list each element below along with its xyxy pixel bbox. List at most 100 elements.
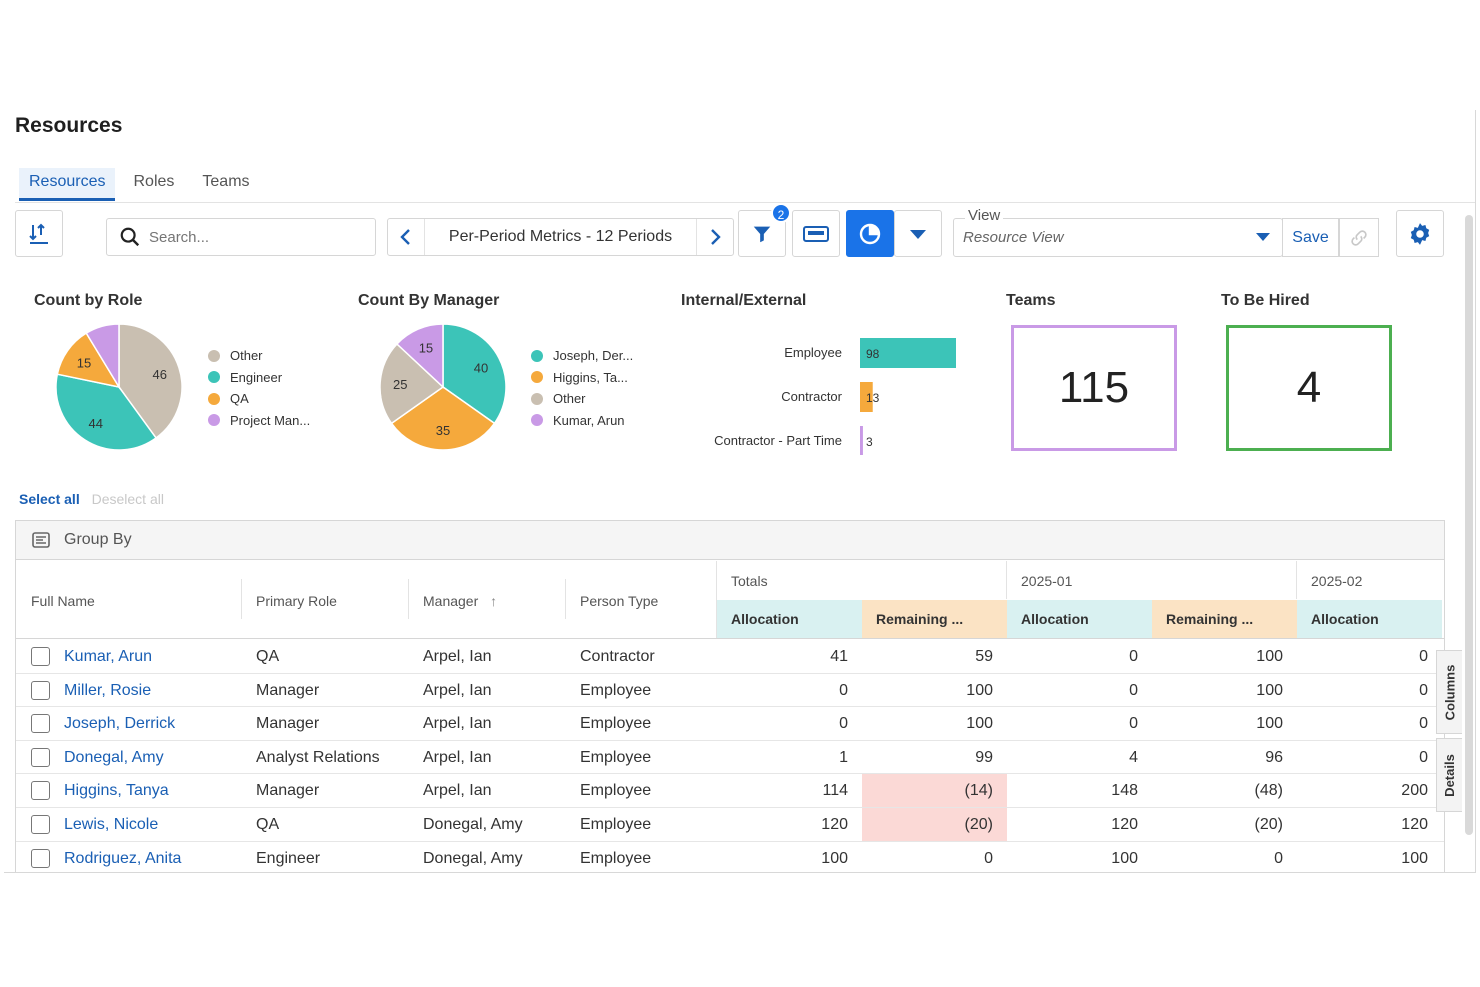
role-slice-label: 44 [89, 416, 103, 431]
remaining-cell: (48) [1254, 782, 1283, 800]
full-name-link[interactable]: Joseph, Derrick [64, 715, 176, 733]
full-name-link[interactable]: Higgins, Tanya [64, 782, 169, 800]
col-separator[interactable] [408, 579, 409, 619]
legend-label: QA [230, 391, 249, 407]
col-header-primary-role[interactable]: Primary Role [256, 593, 337, 609]
row-checkbox[interactable] [31, 647, 50, 666]
manager-slice[interactable] [390, 386, 496, 451]
row-checkbox[interactable] [31, 815, 50, 834]
table-row[interactable]: Donegal, Amy Analyst Relations Arpel, Ian E… [16, 741, 1444, 775]
bar-category-label: Contractor - Part Time [714, 433, 842, 448]
to-be-hired-kpi[interactable]: 4 [1226, 325, 1392, 451]
legend-item[interactable]: Joseph, Der... [531, 345, 633, 367]
bar-value-label: 98 [866, 347, 880, 361]
period-label[interactable]: Per-Period Metrics - 12 Periods [424, 219, 697, 255]
table-row[interactable]: Rodriguez, Anita Engineer Donegal, Amy Empl… [16, 842, 1444, 872]
teams-kpi[interactable]: 115 [1011, 325, 1177, 451]
manager-slice[interactable] [442, 323, 507, 425]
allocation-cell: 100 [1111, 849, 1138, 867]
primary-role-cell: Manager [256, 715, 320, 733]
teams-title: Teams [1006, 292, 1056, 309]
remaining-cell: 0 [1274, 849, 1283, 867]
select-all-link[interactable]: Select all [19, 491, 80, 507]
resources-app: Resources Resources Roles Teams Per [4, 110, 1476, 873]
sub-header-allocation[interactable]: Allocation [717, 600, 862, 638]
full-name-link[interactable]: Donegal, Amy [64, 748, 164, 766]
table-row[interactable]: Lewis, Nicole QA Donegal, Amy Employee 120 (2… [16, 808, 1444, 842]
row-checkbox[interactable] [31, 680, 50, 700]
view-value[interactable]: Resource View [963, 229, 1064, 246]
legend-item[interactable]: Other [208, 345, 310, 367]
display-mode-button[interactable] [792, 210, 840, 257]
legend-item[interactable]: Higgins, Ta... [531, 367, 633, 389]
view-caret-icon[interactable] [1256, 233, 1270, 241]
sub-header-remaining[interactable]: Remaining ... [862, 600, 1007, 638]
legend-item[interactable]: QA [208, 388, 310, 410]
role-slice[interactable] [55, 373, 158, 451]
table-row[interactable]: Miller, Rosie Manager Arpel, Ian Employee 0 1… [16, 674, 1444, 708]
col-header-manager[interactable]: Manager ↑ [423, 593, 497, 609]
vertical-scrollbar[interactable] [1465, 215, 1473, 835]
tab-teams[interactable]: Teams [202, 173, 250, 190]
bar[interactable] [860, 382, 873, 412]
role-slice[interactable] [118, 323, 183, 440]
count-by-role-pie: 46 44 15 [55, 323, 183, 451]
grid-header: Full Name Primary Role Manager ↑ Person … [16, 561, 1444, 639]
full-name-link[interactable]: Miller, Rosie [64, 681, 152, 699]
col-header-full-name[interactable]: Full Name [31, 593, 95, 609]
col-separator[interactable] [241, 579, 242, 619]
row-checkbox[interactable] [31, 848, 50, 868]
group-header-2025-02: 2025-02 [1311, 573, 1363, 589]
legend-item[interactable]: Kumar, Arun [531, 410, 633, 432]
allocation-cell: 100 [821, 849, 848, 867]
tab-roles[interactable]: Roles [133, 173, 175, 190]
search-input[interactable] [149, 228, 359, 246]
share-link-button[interactable] [1339, 218, 1379, 257]
sub-header-remaining[interactable]: Remaining ... [1152, 600, 1297, 638]
full-name-link[interactable]: Lewis, Nicole [64, 816, 159, 833]
sub-header-allocation[interactable]: Allocation [1007, 600, 1152, 638]
group-by-label: Group By [64, 531, 132, 548]
group-by-bar[interactable]: Group By [16, 521, 1444, 560]
remaining-cell: 100 [1256, 715, 1283, 733]
manager-slice[interactable] [379, 342, 445, 425]
bar[interactable] [860, 338, 956, 368]
legend-swatch [208, 414, 220, 427]
legend-swatch [531, 392, 543, 405]
count-by-manager-legend: Joseph, Der... Higgins, Ta... Other Kuma… [531, 345, 633, 431]
table-row[interactable]: Kumar, Arun QA Arpel, Ian Contractor 41 59 0 10… [16, 640, 1444, 674]
bar[interactable] [860, 426, 863, 455]
row-checkbox[interactable] [31, 714, 50, 734]
legend-item[interactable]: Project Man... [208, 410, 310, 432]
role-slice[interactable] [85, 323, 120, 390]
sort-button[interactable] [15, 210, 63, 257]
manager-slice[interactable] [395, 323, 444, 389]
legend-item[interactable]: Other [531, 388, 633, 410]
legend-label: Project Man... [230, 412, 311, 428]
page-title: Resources [15, 114, 123, 137]
full-name-link[interactable]: Rodriguez, Anita [64, 849, 182, 867]
tab-resources[interactable]: Resources [19, 168, 116, 201]
manager-slice-label: 25 [393, 377, 407, 392]
save-view-button[interactable]: Save [1282, 218, 1339, 257]
full-name-link[interactable]: Kumar, Arun [64, 648, 153, 665]
table-row[interactable]: Higgins, Tanya Manager Arpel, Ian Employee 1… [16, 774, 1444, 808]
columns-side-tab[interactable]: Columns [1436, 650, 1462, 734]
period-prev-button[interactable] [388, 219, 424, 255]
filter-button[interactable]: 2 [738, 203, 791, 257]
col-header-person-type[interactable]: Person Type [580, 593, 659, 609]
row-checkbox[interactable] [31, 781, 50, 801]
table-row[interactable]: Joseph, Derrick Manager Arpel, Ian Employee… [16, 707, 1444, 741]
legend-item[interactable]: Engineer [208, 367, 310, 389]
period-next-button[interactable] [697, 219, 733, 255]
chart-toggle-button[interactable] [846, 210, 894, 257]
chart-options-dropdown[interactable] [894, 210, 942, 257]
col-separator[interactable] [565, 579, 566, 619]
details-side-tab[interactable]: Details [1436, 738, 1462, 812]
columns-side-tab-label: Columns [1442, 664, 1457, 720]
manager-cell: Arpel, Ian [423, 648, 492, 665]
row-checkbox[interactable] [31, 747, 50, 767]
settings-button[interactable] [1396, 210, 1444, 257]
deselect-all-link[interactable]: Deselect all [91, 491, 164, 507]
sub-header-allocation[interactable]: Allocation [1297, 600, 1442, 638]
